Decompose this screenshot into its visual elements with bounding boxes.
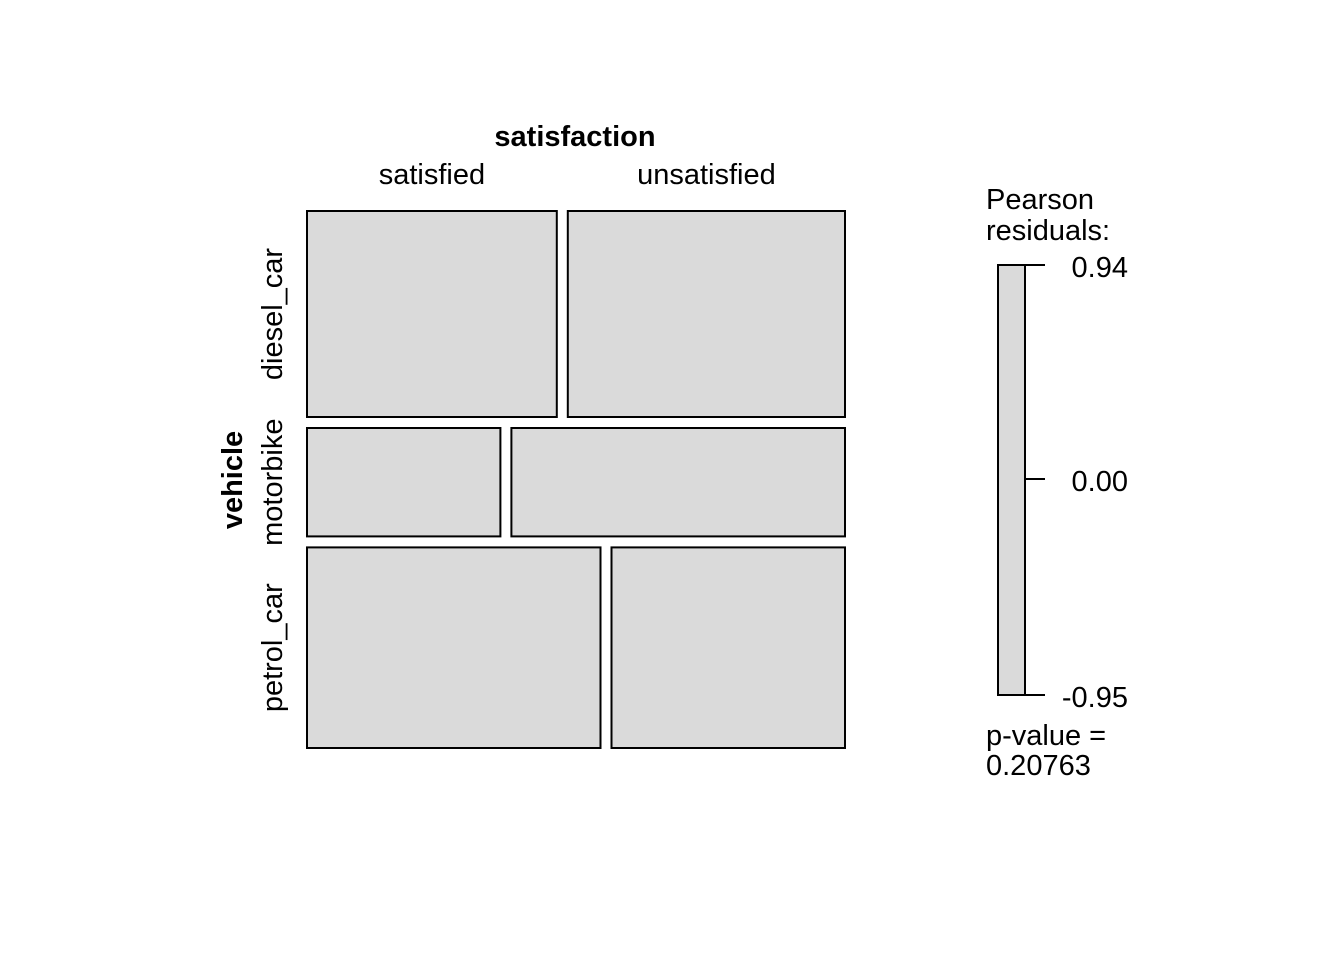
mosaic-cell-diesel_car-unsatisfied: [566, 210, 846, 418]
row-label-diesel_car: diesel_car: [257, 248, 289, 381]
column-labels: satisfied unsatisfied: [379, 159, 776, 191]
legend-max-label: 0.94: [1072, 252, 1128, 284]
column-label-unsatisfied: unsatisfied: [637, 159, 776, 191]
legend-mid-label: 0.00: [1072, 466, 1128, 498]
row-label-motorbike: motorbike: [257, 419, 289, 546]
column-variable-title: satisfaction: [494, 121, 655, 153]
mosaic-cells: [306, 210, 846, 750]
legend: Pearson residuals: 0.94 0.00 -0.95 p-val…: [986, 184, 1128, 782]
row-variable-title: vehicle: [217, 431, 249, 529]
legend-color-bar: [997, 264, 1026, 696]
legend-title-line1: Pearson: [986, 184, 1094, 216]
mosaic-cell-petrol_car-unsatisfied: [610, 546, 846, 750]
row-label-petrol_car: petrol_car: [257, 583, 289, 712]
p-value-line2: 0.20763: [986, 750, 1091, 782]
mosaic-cell-motorbike-satisfied: [306, 427, 502, 538]
row-labels: diesel_car motorbike petrol_car: [257, 248, 289, 713]
mosaic-cell-petrol_car-satisfied: [306, 546, 602, 750]
p-value-line1: p-value =: [986, 720, 1106, 752]
legend-min-label: -0.95: [1062, 682, 1128, 714]
legend-title-line2: residuals:: [986, 215, 1110, 247]
mosaic-cell-motorbike-unsatisfied: [510, 427, 846, 538]
column-label-satisfied: satisfied: [379, 159, 485, 191]
mosaic-cell-diesel_car-satisfied: [306, 210, 558, 418]
